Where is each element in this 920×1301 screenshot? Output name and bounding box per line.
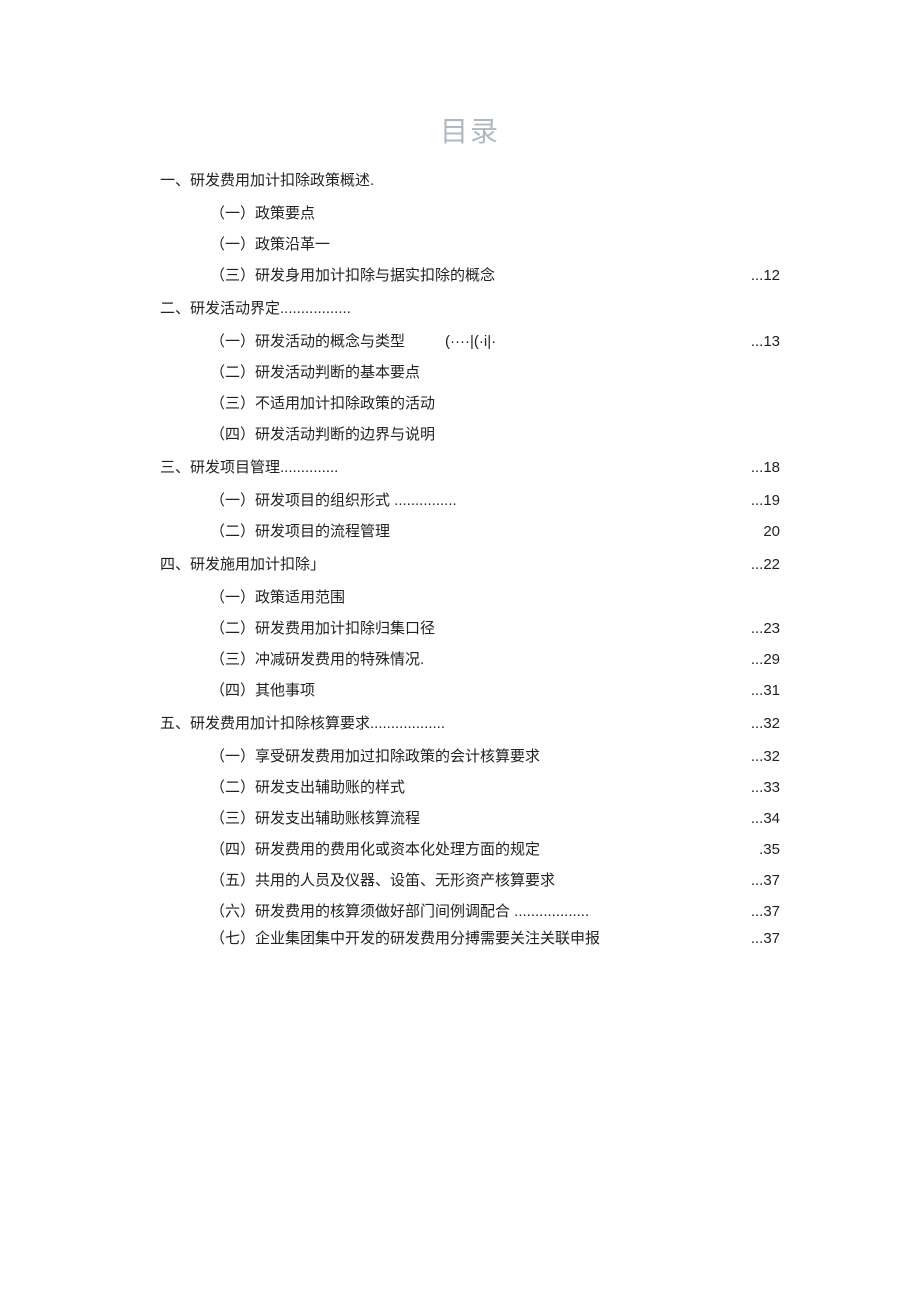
toc-entry-text: （三）研发支出辅助账核算流程 bbox=[210, 808, 420, 829]
toc-entry-text: （二）研发项目的流程管理 bbox=[210, 521, 390, 542]
toc-entry-text: （三）研发身用加计扣除与据实扣除的概念 bbox=[210, 265, 495, 286]
toc-entry-extra: (····|(·i|· bbox=[445, 331, 496, 352]
toc-entry-page: ...23 bbox=[751, 618, 780, 639]
toc-entry-page: ...32 bbox=[751, 713, 780, 734]
toc-entry: （一）研发项目的组织形式 ............... ...19 bbox=[210, 490, 780, 511]
toc-entry-text: （一）研发活动的概念与类型 bbox=[210, 331, 405, 352]
toc-entry-page: 20 bbox=[763, 521, 780, 542]
toc-entry-text: （三）冲减研发费用的特殊情况. bbox=[210, 649, 424, 670]
toc-entry-text: （四）研发活动判断的边界与说明 bbox=[210, 424, 435, 445]
toc-entry: （六）研发费用的核算须做好部门间例调配合 ...................… bbox=[210, 901, 780, 922]
toc-entry-text: （一）享受研发费用加过扣除政策的会计核算要求 bbox=[210, 746, 540, 767]
toc-entry-page: ...13 bbox=[751, 331, 780, 352]
toc-entry: （一）政策适用范围 bbox=[210, 587, 780, 608]
toc-entry: （一）研发活动的概念与类型 (····|(·i|· ...13 bbox=[210, 331, 780, 352]
toc-entry: （四）其他事项 ...31 bbox=[210, 680, 780, 701]
toc-entry-text: （四）研发费用的费用化或资本化处理方面的规定 bbox=[210, 839, 540, 860]
toc-entry: 一、研发费用加计扣除政策概述. bbox=[160, 170, 780, 191]
toc-entry: （二）研发费用加计扣除归集口径 ...23 bbox=[210, 618, 780, 639]
toc-entry-text: （七）企业集团集中开发的研发费用分搏需要关注关联申报 bbox=[210, 928, 600, 949]
toc-entry-text: 三、研发项目管理.............. bbox=[160, 457, 338, 478]
toc-entry-page: ...34 bbox=[751, 808, 780, 829]
toc-entry: （三）研发支出辅助账核算流程 ...34 bbox=[210, 808, 780, 829]
toc-entry: 三、研发项目管理.............. ...18 bbox=[160, 457, 780, 478]
toc-entry: （三）冲减研发费用的特殊情况. ...29 bbox=[210, 649, 780, 670]
toc-entry-page: ...32 bbox=[751, 746, 780, 767]
toc-entry: 四、研发施用加计扣除」 ...22 bbox=[160, 554, 780, 575]
toc-entry-text: （二）研发活动判断的基本要点 bbox=[210, 362, 420, 383]
toc-entry-text: （一）研发项目的组织形式 ............... bbox=[210, 490, 457, 511]
toc-entry: （四）研发费用的费用化或资本化处理方面的规定 .35 bbox=[210, 839, 780, 860]
toc-entry-page: ...33 bbox=[751, 777, 780, 798]
toc-entry: （二）研发项目的流程管理 20 bbox=[210, 521, 780, 542]
toc-entry-text: （一）政策要点 bbox=[210, 203, 315, 224]
toc-entry-page: ...31 bbox=[751, 680, 780, 701]
toc-entry: 二、研发活动界定................. bbox=[160, 298, 780, 319]
toc-entry: （二）研发支出辅助账的样式 ...33 bbox=[210, 777, 780, 798]
toc-entry-text: （三）不适用加计扣除政策的活动 bbox=[210, 393, 435, 414]
toc-entry: （一）政策要点 bbox=[210, 203, 780, 224]
toc-entry-text: 二、研发活动界定................. bbox=[160, 298, 351, 319]
toc-title: 目录 bbox=[160, 110, 780, 150]
toc-entry-page: ...18 bbox=[751, 457, 780, 478]
toc-body: 一、研发费用加计扣除政策概述. （一）政策要点 （一）政策沿革一 （三）研发身用加计扣… bbox=[160, 170, 780, 949]
toc-entry-page: ...37 bbox=[751, 901, 780, 922]
toc-entry-page: ...19 bbox=[751, 490, 780, 511]
toc-entry: 五、研发费用加计扣除核算要求.................. ...32 bbox=[160, 713, 780, 734]
toc-entry: （四）研发活动判断的边界与说明 bbox=[210, 424, 780, 445]
toc-entry-text: 四、研发施用加计扣除」 bbox=[160, 554, 325, 575]
toc-entry-page: ...12 bbox=[751, 265, 780, 286]
toc-entry-page: .35 bbox=[759, 839, 780, 860]
toc-entry-text: （一）政策适用范围 bbox=[210, 587, 345, 608]
toc-entry-text: （一）政策沿革一 bbox=[210, 234, 330, 255]
toc-entry-text: （二）研发支出辅助账的样式 bbox=[210, 777, 405, 798]
toc-entry: （三）研发身用加计扣除与据实扣除的概念 ...12 bbox=[210, 265, 780, 286]
toc-entry-text: （六）研发费用的核算须做好部门间例调配合 .................. bbox=[210, 901, 589, 922]
toc-entry-page: ...22 bbox=[751, 554, 780, 575]
toc-entry: （一）享受研发费用加过扣除政策的会计核算要求 ...32 bbox=[210, 746, 780, 767]
toc-entry-text: （五）共用的人员及仪器、设笛、无形资产核算要求 bbox=[210, 870, 555, 891]
toc-entry-page: ...29 bbox=[751, 649, 780, 670]
toc-entry-text: 五、研发费用加计扣除核算要求.................. bbox=[160, 713, 445, 734]
toc-entry: （一）政策沿革一 bbox=[210, 234, 780, 255]
toc-entry: （二）研发活动判断的基本要点 bbox=[210, 362, 780, 383]
toc-entry-text: （四）其他事项 bbox=[210, 680, 315, 701]
toc-entry: （五）共用的人员及仪器、设笛、无形资产核算要求 ...37 bbox=[210, 870, 780, 891]
toc-entry: （七）企业集团集中开发的研发费用分搏需要关注关联申报 ...37 bbox=[210, 928, 780, 949]
toc-entry-text: （二）研发费用加计扣除归集口径 bbox=[210, 618, 435, 639]
toc-entry-page: ...37 bbox=[751, 870, 780, 891]
toc-entry: （三）不适用加计扣除政策的活动 bbox=[210, 393, 780, 414]
toc-entry-page: ...37 bbox=[751, 928, 780, 949]
toc-entry-text: 一、研发费用加计扣除政策概述. bbox=[160, 170, 374, 191]
